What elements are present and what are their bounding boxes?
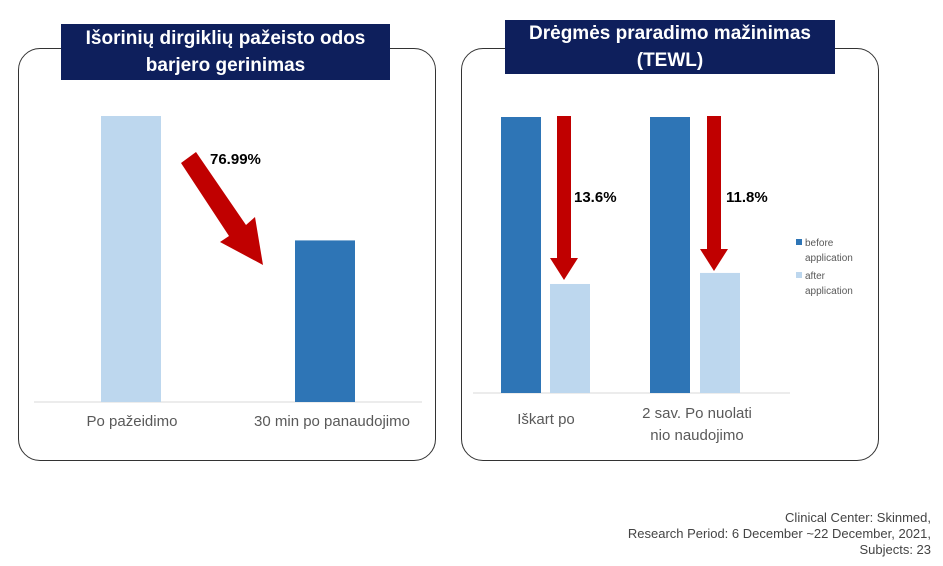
left-chart-title: Išorinių dirgiklių pažeisto odos barjero… xyxy=(61,24,390,80)
left-chart-panel xyxy=(18,48,436,461)
footer-line1: Clinical Center: Skinmed, xyxy=(785,510,931,525)
footer-line2: Research Period: 6 December ~22 December… xyxy=(627,526,931,541)
right-chart-title: Drėgmės praradimo mažinimas (TEWL) xyxy=(505,20,835,74)
right-chart-title-line1: Drėgmės praradimo mažinimas xyxy=(529,23,811,44)
footer-line3: Subjects: 23 xyxy=(859,542,931,557)
left-chart-title-line1: Išorinių dirgiklių pažeisto odos xyxy=(85,28,366,49)
footer-note: Clinical Center: Skinmed, Research Perio… xyxy=(628,510,931,558)
left-chart-title-line2: barjero gerinimas xyxy=(145,55,306,76)
right-chart-title-line2: (TEWL) xyxy=(636,50,704,71)
right-chart-panel xyxy=(461,48,879,461)
